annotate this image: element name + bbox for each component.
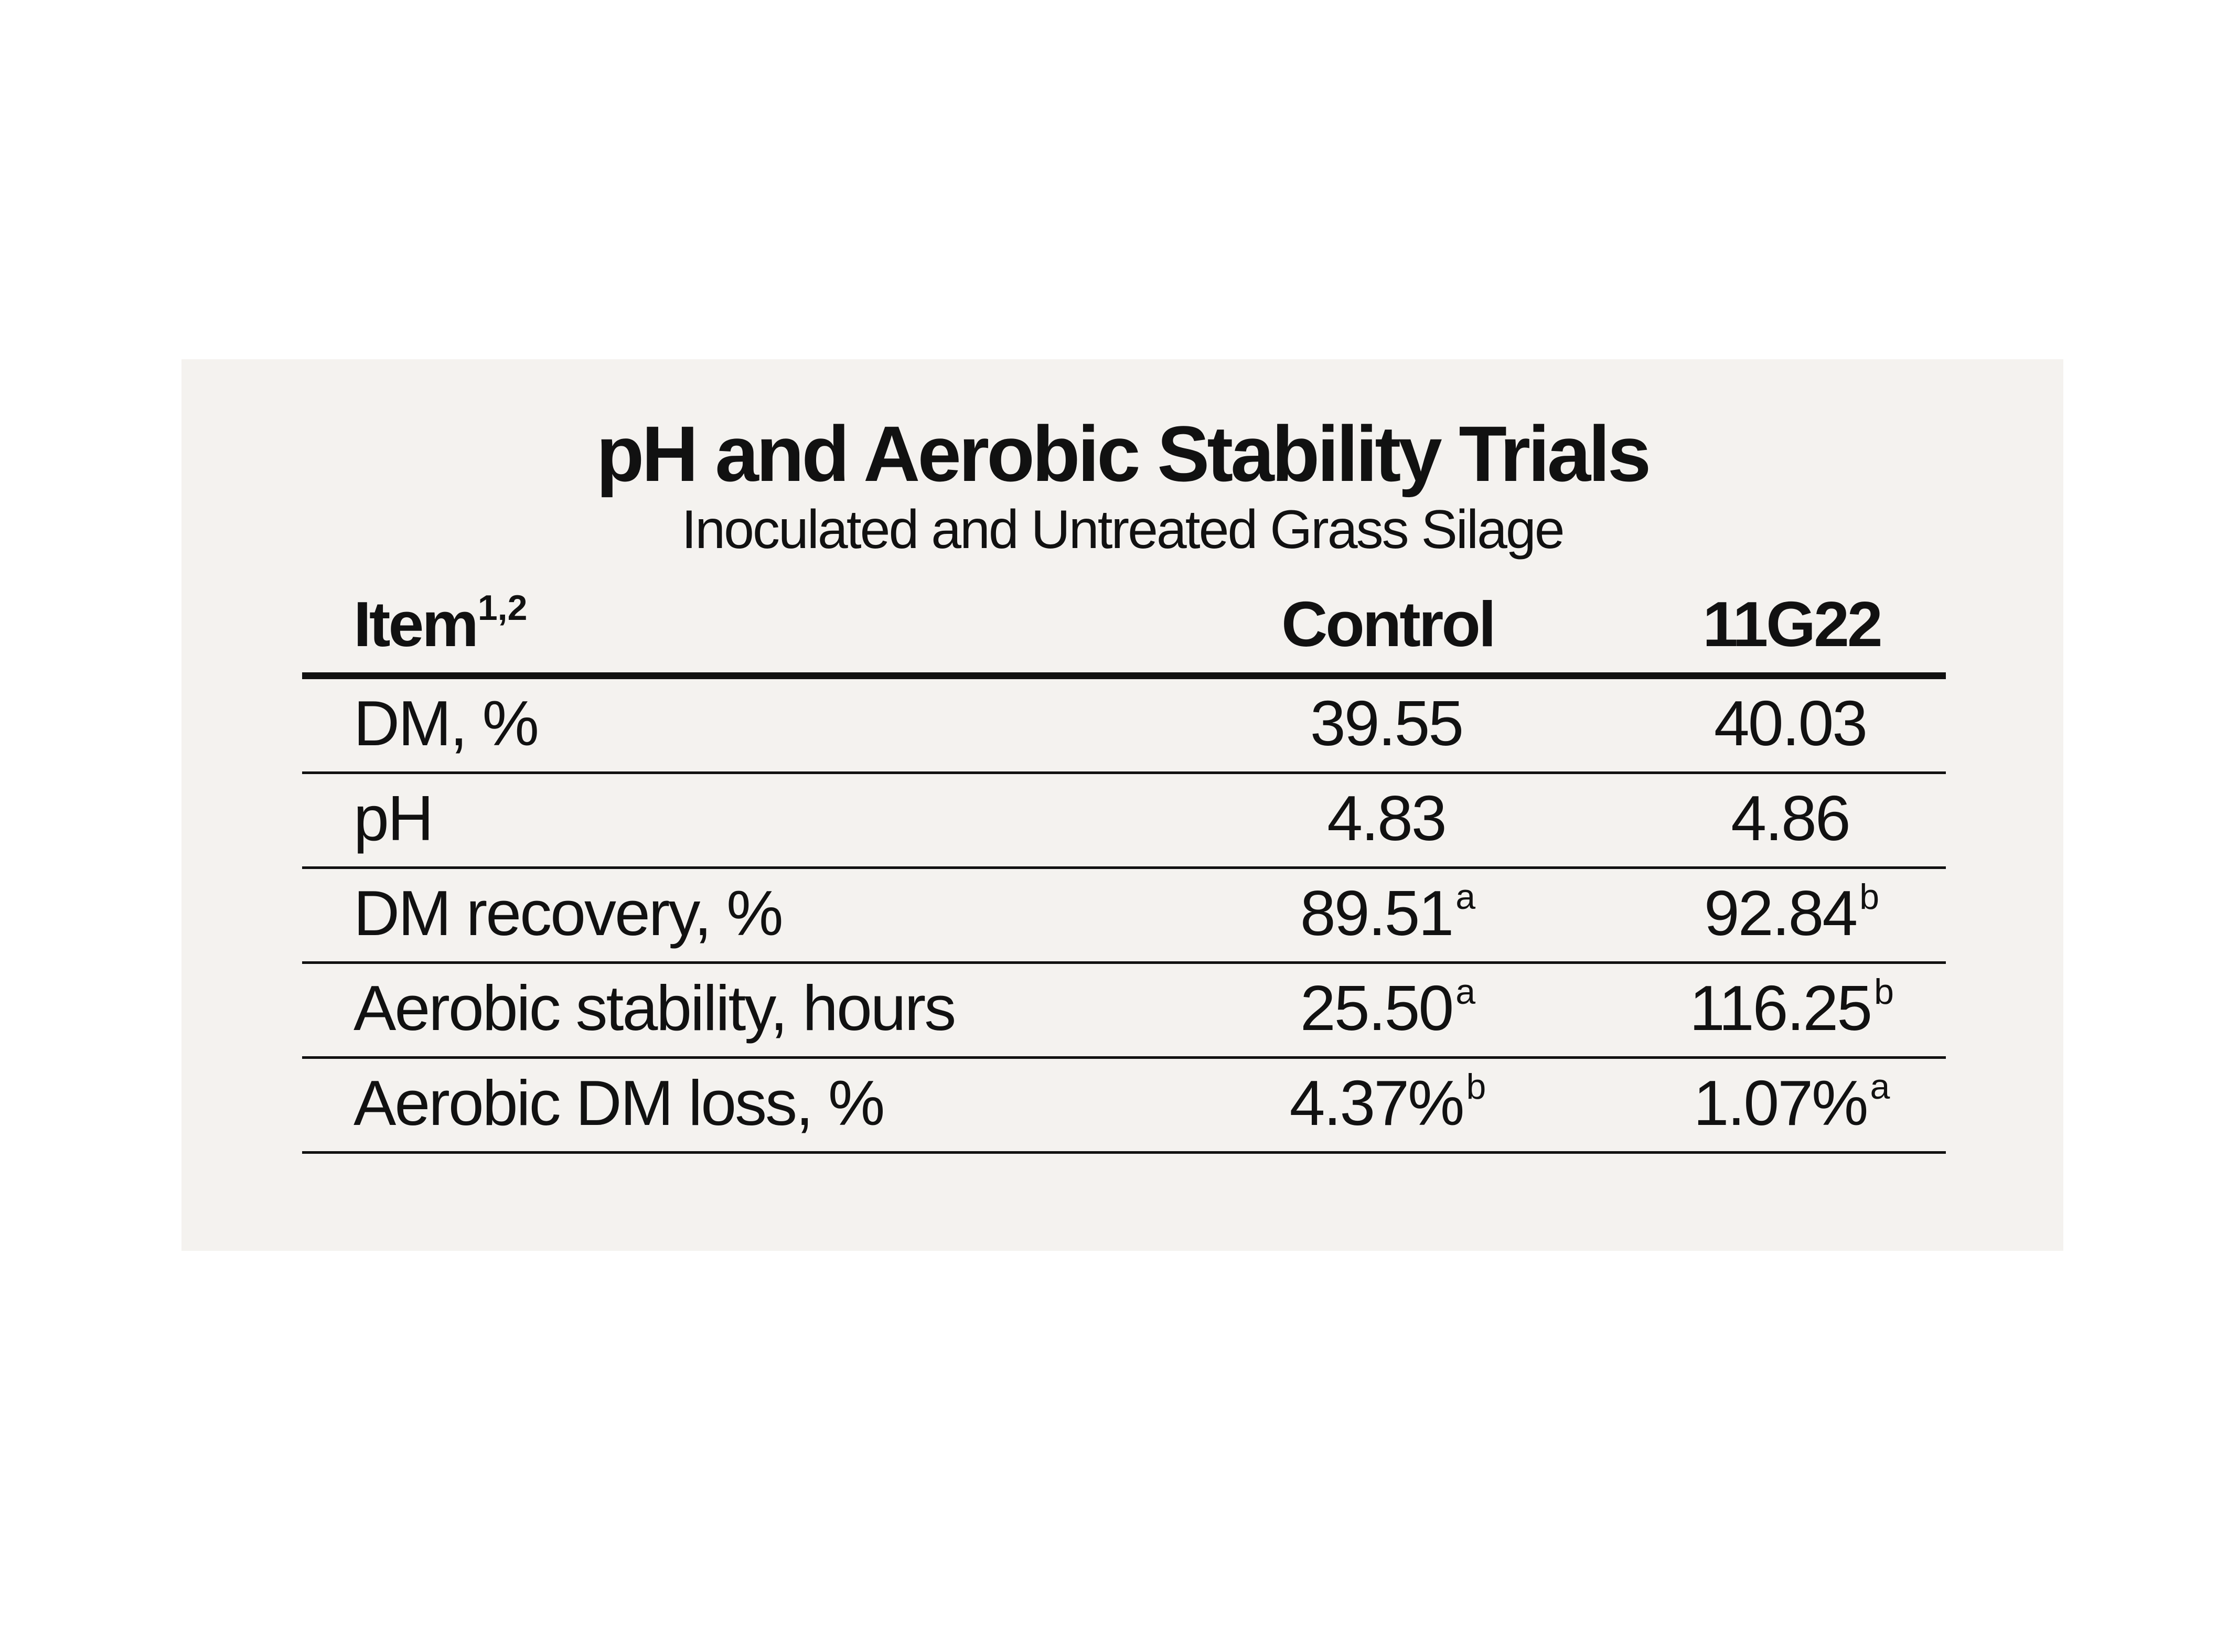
header-treatment: 11G22: [1702, 588, 1883, 660]
row-control-value: 25.50: [1300, 972, 1454, 1044]
table-row: DM recovery, % 89.51a 92.84b: [302, 869, 1946, 964]
row-control-value: 4.37%: [1289, 1067, 1465, 1139]
row-item-label: Aerobic DM loss, %: [354, 1067, 885, 1139]
table-subtitle: Inoculated and Untreated Grass Silage: [681, 499, 1565, 560]
row-treatment-cell: 4.86: [1661, 781, 1923, 855]
table-panel: pH and Aerobic Stability Trials Inoculat…: [181, 359, 2063, 1251]
table-title: pH and Aerobic Stability Trials: [596, 410, 1652, 498]
table-row: DM, % 39.55 40.03: [302, 679, 1946, 774]
row-control-cell: 89.51a: [1257, 876, 1519, 950]
row-treatment-value: 40.03: [1714, 688, 1868, 759]
row-treatment-value: 1.07%: [1693, 1067, 1869, 1139]
row-treatment-cell: 1.07%a: [1661, 1066, 1923, 1140]
row-treatment-cell: 92.84b: [1661, 876, 1923, 950]
row-treatment-letter: a: [1870, 1067, 1890, 1107]
header-item-footnote: 1,2: [477, 588, 528, 628]
row-treatment-value: 92.84: [1704, 877, 1858, 949]
row-treatment-letter: b: [1859, 877, 1880, 917]
row-control-value: 4.83: [1327, 782, 1447, 854]
row-control-cell: 39.55: [1257, 686, 1519, 760]
row-treatment-value: 4.86: [1731, 782, 1850, 854]
header-item-label: Item: [354, 588, 479, 660]
row-treatment-value: 116.25: [1689, 972, 1872, 1044]
data-table: Item1,2 Control 11G22 DM, % 39.55 40.03 …: [302, 587, 1946, 1154]
row-treatment-letter: b: [1874, 972, 1894, 1012]
row-item-label: Aerobic stability, hours: [354, 972, 956, 1044]
table-row: Aerobic DM loss, % 4.37%b 1.07%a: [302, 1059, 1946, 1154]
row-treatment-cell: 40.03: [1661, 686, 1923, 760]
row-control-cell: 25.50a: [1257, 971, 1519, 1045]
row-control-letter: b: [1466, 1067, 1486, 1107]
row-treatment-cell: 116.25b: [1661, 971, 1923, 1045]
row-control-value: 39.55: [1310, 688, 1464, 759]
row-control-cell: 4.83: [1257, 781, 1519, 855]
table-row: Aerobic stability, hours 25.50a 116.25b: [302, 964, 1946, 1059]
table-row: pH 4.83 4.86: [302, 774, 1946, 869]
row-control-value: 89.51: [1300, 877, 1454, 949]
table-header-row: Item1,2 Control 11G22: [302, 587, 1946, 679]
row-control-letter: a: [1455, 877, 1476, 917]
row-item-label: DM recovery, %: [354, 877, 784, 949]
row-item-label: DM, %: [354, 688, 539, 759]
header-control: Control: [1281, 588, 1496, 660]
row-item-label: pH: [354, 782, 434, 854]
header-item: Item1,2: [354, 587, 527, 661]
row-control-cell: 4.37%b: [1257, 1066, 1519, 1140]
row-control-letter: a: [1455, 972, 1476, 1012]
